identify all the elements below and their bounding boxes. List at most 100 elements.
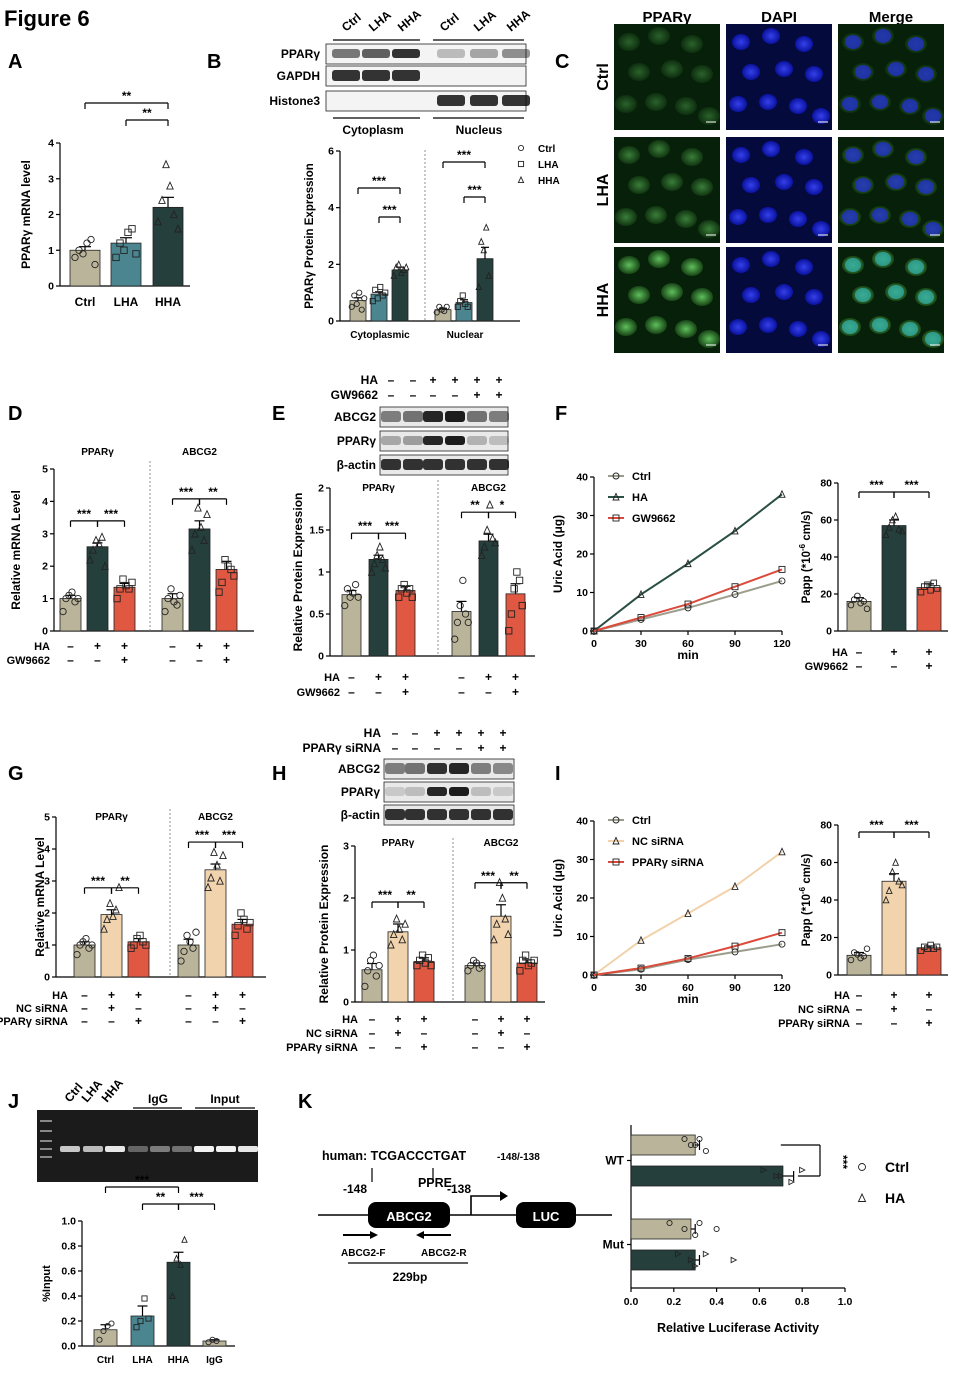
group-label: ABCG2 (471, 483, 506, 494)
cell (628, 63, 650, 81)
group-label: PPARγ (81, 447, 114, 458)
panel-letters: A B C D E F G H I J K (8, 51, 569, 1113)
lane-label: HHA (395, 7, 424, 35)
chart-D-cond-sign: – (169, 653, 176, 667)
ppre-sequence: human: TCGACCCTGAT (322, 1149, 467, 1163)
data-point (702, 1147, 709, 1155)
blot-cond-sign: + (429, 373, 436, 387)
x-tick-label: 120 (773, 982, 791, 994)
nucleus (742, 287, 760, 303)
category-label: WT (605, 1154, 624, 1168)
cell (615, 95, 637, 113)
nucleus (742, 177, 760, 193)
blot-row-label: Histone3 (269, 94, 320, 108)
cell (675, 210, 697, 228)
blot-cond-sign: + (499, 726, 506, 740)
data-point (927, 587, 934, 594)
y-axis-label: Uric Acid (μg) (551, 859, 565, 937)
blot-band (437, 95, 465, 106)
data-point (375, 961, 383, 970)
chart-A-y-tick-label: 3 (48, 173, 54, 185)
nucleus (902, 99, 918, 113)
bar (86, 546, 109, 632)
data-point (454, 303, 461, 310)
blot-band (493, 787, 513, 796)
blot-cond-sign: – (456, 741, 463, 755)
cell (661, 283, 683, 301)
gel-band (238, 1146, 258, 1152)
nucleus (812, 331, 830, 347)
blot-row-label: GAPDH (277, 69, 320, 83)
nucleus (812, 221, 830, 237)
panel-letter-d: D (8, 403, 22, 425)
data-point (480, 542, 489, 551)
blot-cond-label: HA (361, 373, 379, 387)
cell (681, 258, 703, 276)
nucleus (789, 211, 807, 227)
data-point (213, 1337, 220, 1345)
data-point (675, 1250, 682, 1258)
chart-J-y-tick-label: 0.8 (61, 1241, 76, 1253)
nucleus (789, 98, 807, 114)
data-point (200, 535, 208, 544)
data-point (687, 1141, 694, 1149)
panel-letter-a: A (8, 51, 22, 73)
data-point (424, 954, 432, 962)
blot-row-label: β-actin (341, 808, 380, 822)
data-point (504, 929, 513, 939)
cell (698, 220, 720, 238)
chart-G-cond-sign: – (239, 1001, 246, 1015)
data-point (730, 1256, 738, 1264)
chart-D-cond-sign: + (121, 653, 128, 667)
nucleus (759, 94, 777, 110)
chart-G-cond-sign: + (108, 1001, 115, 1015)
chart-F2-cond-label: GW9662 (805, 661, 848, 673)
legend-marker (612, 836, 620, 845)
legend-label: Ctrl (632, 815, 651, 827)
data-point (397, 585, 406, 593)
nucleus (842, 97, 858, 111)
series-point (731, 590, 739, 598)
ylabel-main: Papp (*10 (801, 551, 813, 603)
cell (698, 330, 720, 348)
series-line (593, 931, 783, 976)
bar (188, 528, 211, 632)
legend-label: LHA (538, 160, 559, 171)
data-point (488, 533, 497, 543)
chart-E-y-tick-label: 1.5 (309, 525, 324, 537)
data-point (475, 282, 483, 291)
group-label: ABCG2 (198, 812, 233, 823)
nucleus (805, 289, 823, 305)
data-point (96, 1336, 103, 1343)
chart-H-cond-sign: + (523, 1012, 530, 1026)
chart-F1-y-tick-label: 40 (576, 472, 588, 484)
nucleus (729, 209, 747, 225)
data-point (892, 511, 900, 520)
significance-stars: ** (156, 1190, 166, 1204)
data-point (888, 515, 896, 524)
data-point (197, 522, 205, 531)
data-point (895, 524, 903, 533)
chart-a-ylabel: PPARγ mRNA level (19, 160, 33, 269)
data-point (850, 596, 858, 603)
nucleus (732, 257, 750, 273)
chart-D-y-tick-label: 1 (42, 593, 48, 605)
significance-stars: ** (122, 89, 132, 103)
significance-stars: ** (120, 874, 130, 888)
data-point (847, 601, 855, 609)
cell (648, 140, 670, 158)
chart-D-cond-sign: + (196, 639, 203, 653)
chart-I2-cond-sign: + (925, 1016, 932, 1030)
data-point (204, 882, 212, 892)
significance-stars: ** (142, 106, 152, 120)
chart-e: 0 0.5 1 1.5 2 Relative Protein Expression PPAR… (291, 480, 535, 699)
blot-band (332, 70, 360, 81)
group-label: ABCG2 (182, 447, 217, 458)
data-point (86, 554, 94, 564)
chart-H-cond-label: PPARγ siRNA (286, 1042, 358, 1054)
series-point (637, 614, 645, 621)
bar (413, 961, 435, 1003)
x-tick-label: 0 (591, 982, 597, 994)
chart-D-y-tick-label: 3 (42, 528, 48, 540)
nucleus (888, 285, 904, 299)
